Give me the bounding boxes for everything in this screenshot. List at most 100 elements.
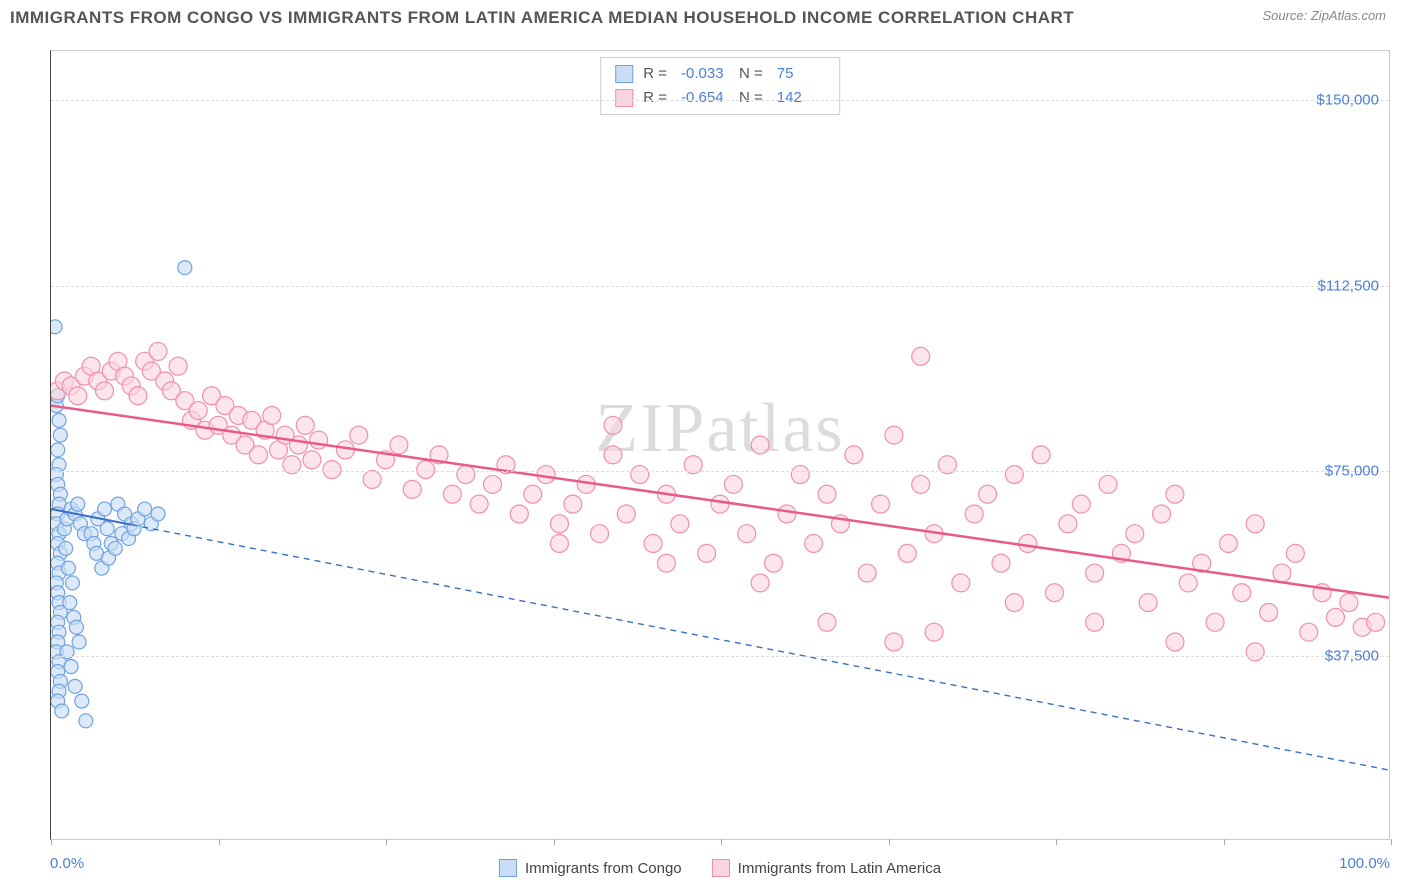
x-tick xyxy=(1056,839,1057,845)
data-point xyxy=(363,470,381,488)
data-point xyxy=(69,387,87,405)
data-point xyxy=(350,426,368,444)
x-tick xyxy=(889,839,890,845)
x-axis-labels: 0.0% 100.0% xyxy=(50,855,1390,872)
data-point xyxy=(925,623,943,641)
trend-line xyxy=(51,406,1389,598)
data-point xyxy=(1260,603,1278,621)
data-point xyxy=(992,554,1010,572)
data-point xyxy=(724,475,742,493)
y-tick-label: $75,000 xyxy=(1325,462,1379,479)
data-point xyxy=(1126,525,1144,543)
data-point xyxy=(550,515,568,533)
stat-value: -0.654 xyxy=(681,86,729,110)
data-point xyxy=(65,576,79,590)
data-point xyxy=(1005,594,1023,612)
x-min-label: 0.0% xyxy=(50,855,84,872)
data-point xyxy=(1072,495,1090,513)
data-point xyxy=(129,387,147,405)
data-point xyxy=(898,544,916,562)
data-point xyxy=(53,428,67,442)
stat-label: R = xyxy=(643,62,667,86)
data-point xyxy=(403,480,421,498)
gridline xyxy=(51,286,1389,287)
data-point xyxy=(64,660,78,674)
data-point xyxy=(1046,584,1064,602)
data-point xyxy=(1166,485,1184,503)
data-point xyxy=(885,633,903,651)
data-point xyxy=(51,443,65,457)
source-attribution: Source: ZipAtlas.com xyxy=(1262,8,1386,23)
y-tick-label: $150,000 xyxy=(1316,92,1379,109)
data-point xyxy=(550,535,568,553)
data-point xyxy=(470,495,488,513)
data-point xyxy=(818,485,836,503)
data-point xyxy=(965,505,983,523)
stat-value: -0.033 xyxy=(681,62,729,86)
data-point xyxy=(457,466,475,484)
data-point xyxy=(249,446,267,464)
gridline xyxy=(51,656,1389,657)
data-point xyxy=(1059,515,1077,533)
chart-title: IMMIGRANTS FROM CONGO VS IMMIGRANTS FROM… xyxy=(10,8,1074,28)
data-point xyxy=(604,446,622,464)
data-point xyxy=(178,261,192,275)
data-point xyxy=(845,446,863,464)
data-point xyxy=(711,495,729,513)
legend-row: R = -0.654 N = 142 xyxy=(615,86,825,110)
y-tick-label: $112,500 xyxy=(1318,277,1379,294)
correlation-legend: R = -0.033 N = 75 R = -0.654 N = 142 xyxy=(600,57,840,115)
data-point xyxy=(51,320,62,334)
data-point xyxy=(263,406,281,424)
stat-label: N = xyxy=(739,62,763,86)
data-point xyxy=(59,541,73,555)
data-point xyxy=(417,461,435,479)
data-point xyxy=(296,416,314,434)
data-point xyxy=(98,502,112,516)
x-max-label: 100.0% xyxy=(1339,855,1390,872)
data-point xyxy=(818,613,836,631)
data-point xyxy=(1246,643,1264,661)
data-point xyxy=(510,505,528,523)
data-point xyxy=(1246,515,1264,533)
data-point xyxy=(858,564,876,582)
data-point xyxy=(1179,574,1197,592)
data-point xyxy=(75,694,89,708)
data-point xyxy=(138,502,152,516)
data-point xyxy=(604,416,622,434)
gridline xyxy=(51,100,1389,101)
data-point xyxy=(1300,623,1318,641)
data-point xyxy=(310,431,328,449)
y-tick-label: $37,500 xyxy=(1325,647,1379,664)
data-point xyxy=(657,554,675,572)
x-tick xyxy=(51,839,52,845)
data-point xyxy=(443,485,461,503)
data-point xyxy=(96,382,114,400)
data-point xyxy=(72,635,86,649)
data-point xyxy=(1367,613,1385,631)
data-point xyxy=(1326,608,1344,626)
stat-label: R = xyxy=(643,86,667,110)
data-point xyxy=(1005,466,1023,484)
data-point xyxy=(1166,633,1184,651)
data-point xyxy=(149,342,167,360)
data-point xyxy=(591,525,609,543)
data-point xyxy=(765,554,783,572)
stat-value: 75 xyxy=(777,62,825,86)
data-point xyxy=(698,544,716,562)
data-point xyxy=(912,475,930,493)
gridline xyxy=(51,471,1389,472)
data-point xyxy=(79,714,93,728)
data-point xyxy=(169,357,187,375)
data-point xyxy=(644,535,662,553)
data-point xyxy=(1032,446,1050,464)
data-point xyxy=(68,679,82,693)
data-point xyxy=(151,507,165,521)
data-point xyxy=(791,466,809,484)
data-point xyxy=(751,574,769,592)
data-point xyxy=(1286,544,1304,562)
data-point xyxy=(61,561,75,575)
x-tick xyxy=(386,839,387,845)
data-point xyxy=(1153,505,1171,523)
data-point xyxy=(69,620,83,634)
